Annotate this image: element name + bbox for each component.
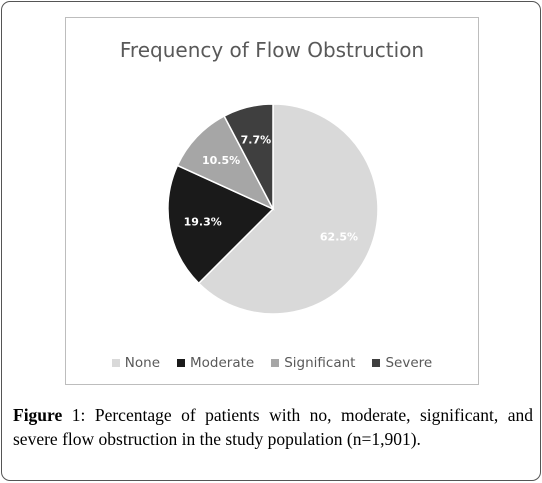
- legend-label-significant: Significant: [284, 355, 356, 371]
- figure-caption: Figure 1: Percentage of patients with no…: [13, 403, 533, 451]
- pie-slice-moderate: [167, 164, 275, 285]
- legend-swatch-none: [111, 359, 120, 367]
- pie-slice-severe: [223, 103, 274, 210]
- chart-legend: None Moderate Significant Severe: [66, 355, 478, 371]
- slice-label-severe: 7.7%: [241, 134, 272, 147]
- legend-item-significant: Significant: [271, 355, 355, 371]
- pie-slice-significant: [176, 115, 275, 211]
- pie-chart: 62.5% 19.3% 10.5%7.7%: [167, 103, 379, 315]
- legend-swatch-significant: [271, 359, 280, 367]
- slice-label-none: 62.5%: [320, 230, 358, 243]
- slice-label-moderate: 19.3%: [184, 216, 222, 229]
- caption-text: Percentage of patients with no, moderate…: [13, 405, 533, 449]
- chart-area: Frequency of Flow Obstruction 62.5% 19.3%…: [65, 17, 479, 385]
- legend-item-severe: Severe: [372, 355, 432, 371]
- chart-title: Frequency of Flow Obstruction: [119, 38, 425, 62]
- legend-item-none: None: [111, 355, 161, 371]
- legend-swatch-severe: [372, 359, 381, 367]
- legend-label-severe: Severe: [385, 355, 433, 371]
- legend-label-moderate: Moderate: [190, 355, 255, 371]
- caption-label: Figure: [13, 405, 63, 425]
- pie-slice-none: [197, 103, 379, 315]
- caption-number: 1:: [71, 405, 86, 425]
- legend-swatch-moderate: [177, 359, 186, 367]
- slice-label-significant: 10.5%: [202, 154, 240, 167]
- legend-item-moderate: Moderate: [177, 355, 254, 371]
- legend-label-none: None: [124, 355, 161, 371]
